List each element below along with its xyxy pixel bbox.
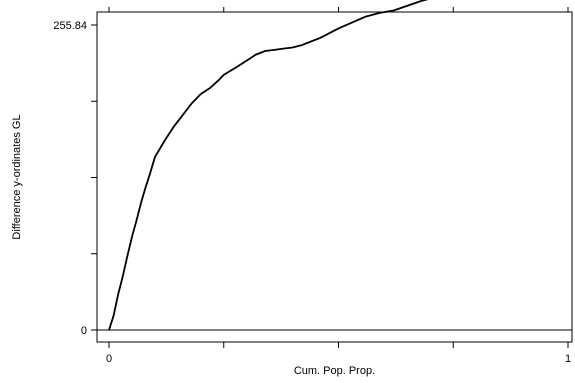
y-tick-label-0: 0 — [81, 325, 87, 337]
y-axis-tick-labels: 0 255.84 — [53, 20, 87, 337]
x-tick-label-0: 0 — [106, 353, 112, 365]
y-axis-ticks — [91, 24, 97, 331]
x-axis-label: Cum. Pop. Prop. — [294, 365, 375, 377]
series-line-0 — [108, 0, 429, 331]
y-tick-label-1: 255.84 — [53, 20, 87, 32]
x-tick-label-1: 1 — [565, 353, 571, 365]
series-group — [108, 0, 429, 331]
x-axis-ticks — [108, 7, 569, 348]
y-axis-label: Difference y-ordinates GL — [11, 114, 23, 239]
plot-frame — [96, 11, 573, 343]
